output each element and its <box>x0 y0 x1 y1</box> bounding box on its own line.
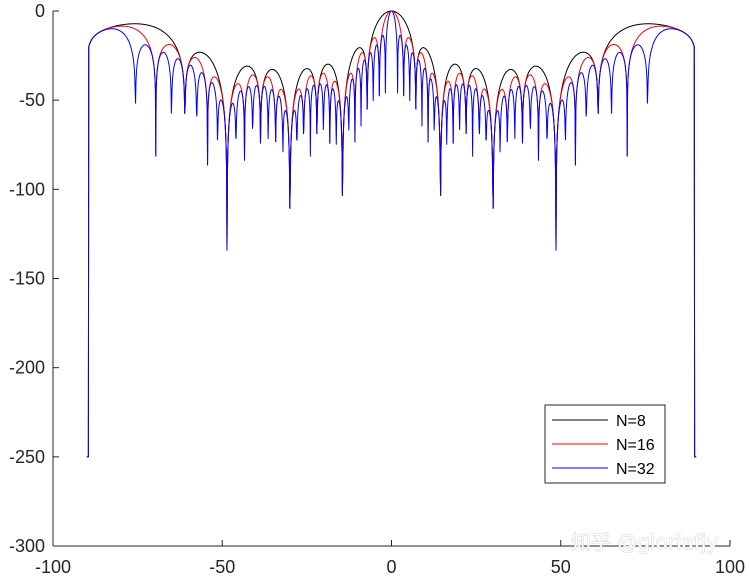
y-tick-label: -150 <box>9 269 45 289</box>
y-tick-label: 0 <box>35 1 45 21</box>
watermark-text: 知乎 @gloriafjy <box>571 530 718 554</box>
y-ticks: 0 -50 -100 -150 -200 -250 -300 <box>9 1 59 556</box>
x-tick-label: 50 <box>551 557 571 577</box>
y-tick-label: -50 <box>19 90 45 110</box>
legend-entry-n16: N=16 <box>552 437 655 454</box>
y-tick-label: -100 <box>9 179 45 199</box>
legend-label-n16: N=16 <box>616 437 655 454</box>
legend-label-n8: N=8 <box>616 413 646 430</box>
x-tick-label: 0 <box>386 557 396 577</box>
series-line-n32 <box>86 10 697 458</box>
x-ticks: -100 -50 0 50 100 <box>35 540 745 577</box>
legend-entry-n32: N=32 <box>552 461 655 478</box>
x-tick-label: -100 <box>35 557 71 577</box>
legend: N=8 N=16 N=32 <box>544 404 666 484</box>
x-tick-label: -50 <box>209 557 235 577</box>
x-tick-label: 100 <box>715 557 745 577</box>
y-tick-label: -200 <box>9 358 45 378</box>
y-tick-label: -300 <box>9 536 45 556</box>
y-tick-label: -250 <box>9 447 45 467</box>
legend-label-n32: N=32 <box>616 461 655 478</box>
plot-area <box>52 10 730 547</box>
legend-entry-n8: N=8 <box>552 413 646 430</box>
series-layer <box>86 10 697 458</box>
